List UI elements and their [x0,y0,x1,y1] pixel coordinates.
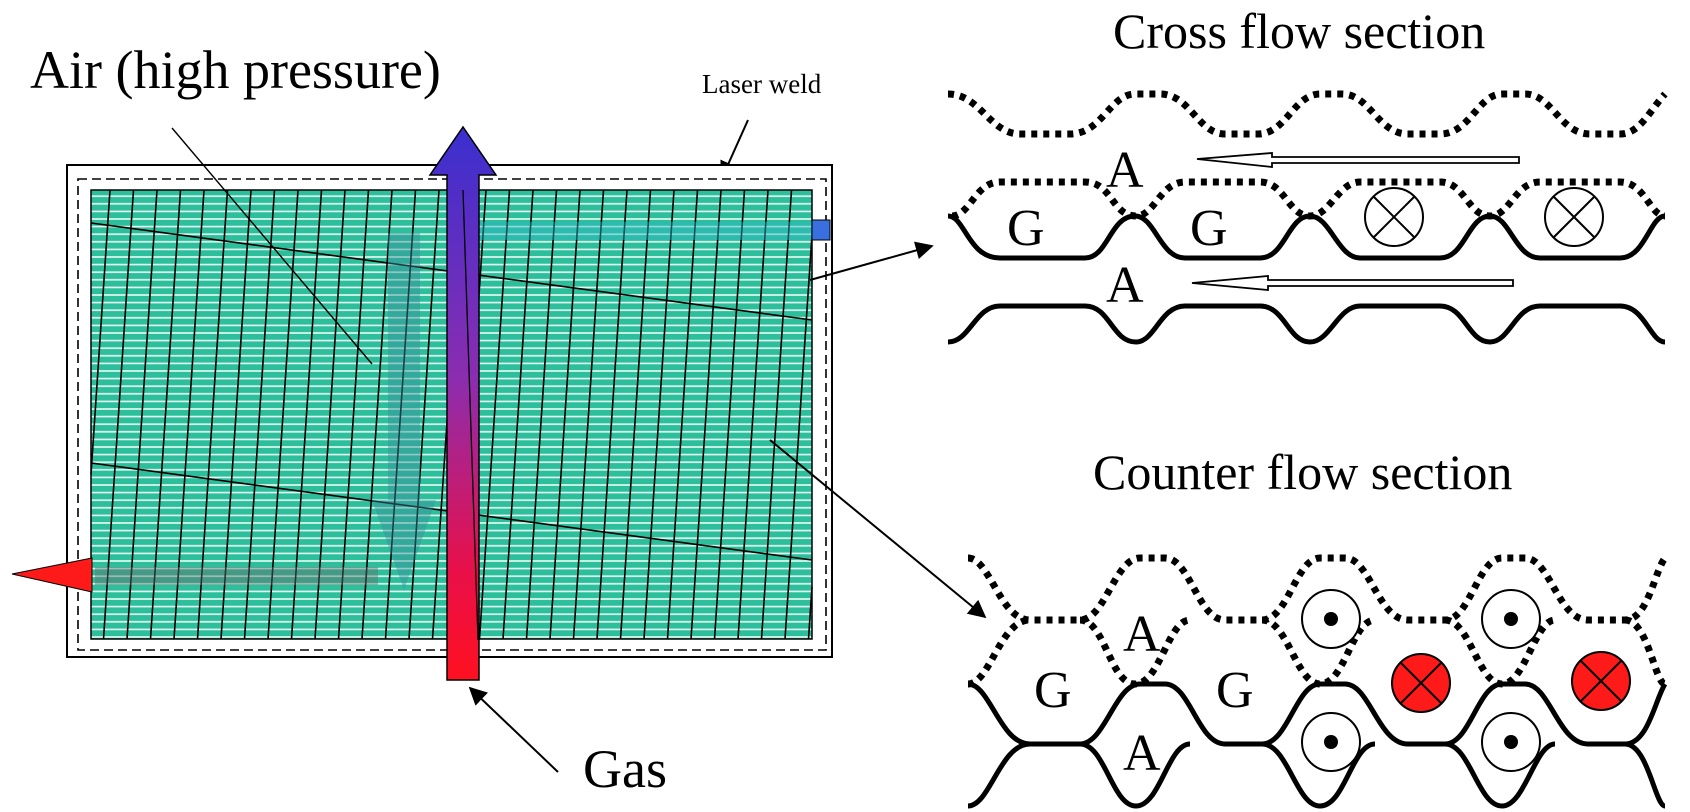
corrugation-line [596,189,628,640]
cross-letter-a-top: A [1106,142,1144,199]
counter-plate-dotted-1 [967,554,1668,624]
corrugation-line [690,189,722,640]
corrugation-line [126,189,158,640]
corrugation-line [290,189,323,640]
corrugation-lines [90,189,813,640]
corrugation-line [666,189,699,640]
laser-weld-label: Laser weld [702,69,822,99]
cross-plate-solid-2 [947,303,1666,345]
red-into-page-icon [1571,651,1631,711]
cross-section-pointer [809,241,934,281]
counter-letter-g-1: G [1034,662,1072,719]
red-into-page-icon [1391,653,1451,713]
cross-flow-title: Cross flow section [1113,3,1485,59]
cross-flow-arrow-1 [1196,152,1520,169]
counter-flow-title: Counter flow section [1093,444,1512,500]
corrugation-line [220,189,252,640]
air-pointer [171,127,373,365]
inner-flow-ghosts [95,222,815,590]
corrugation-line [196,189,229,640]
corrugation-line [337,189,370,640]
cross-letter-g-2: G [1190,200,1228,257]
counter-section-pointer [769,439,987,619]
corrugation-line [525,189,558,640]
corrugation-line [713,189,746,640]
laser-weld-line [77,178,827,651]
out-of-page-icon [1301,712,1361,772]
corrugation-line [149,189,182,640]
counter-letter-g-2: G [1216,662,1254,719]
corrugation-line [478,189,511,640]
cross-plate-dotted-1 [947,90,1668,138]
gas-arrow-diagonal [462,189,479,641]
corrugation-line [807,586,813,640]
corrugation-line [90,189,111,475]
counter-plate-solid-1 [967,681,1668,747]
out-of-page-icon [1301,589,1361,649]
corrugation-line [102,189,135,640]
corrugation-line [408,189,440,640]
corrugation-line [502,189,534,640]
corrugation-line [384,189,417,640]
corrugation-line [643,189,675,640]
gas-flow-arrow [428,125,498,681]
corrugation-line [361,189,393,640]
counter-plate-solid-2 [967,741,1667,809]
corrugation-line [760,189,793,640]
cross-plate-solid-1 [947,213,1666,261]
corrugation-line [243,189,276,640]
gas-pointer [468,686,559,773]
corrugation-line [619,189,652,640]
corrugation-line [173,189,205,640]
counter-letter-a-top: A [1123,606,1161,663]
air-outlet-red-arrow [11,557,93,593]
cross-flow-arrow-2 [1191,275,1514,291]
out-of-page-icon [1481,589,1541,649]
air-label: Air (high pressure) [30,40,441,100]
corrugation-line [572,189,605,640]
cross-letter-a-bottom: A [1106,257,1144,314]
into-page-icon [1544,187,1604,247]
corrugation-line [267,189,299,640]
outlet-port-blue [811,219,831,241]
cross-letter-g-1: G [1007,200,1045,257]
gas-label: Gas [583,739,667,799]
out-of-page-icon [1481,712,1541,772]
into-page-icon [1364,187,1424,247]
corrugation-line [784,234,813,640]
counter-letter-a-bottom: A [1123,725,1161,782]
corrugation-line [549,189,581,640]
corrugation-line [314,189,346,640]
corrugation-line [737,189,769,640]
